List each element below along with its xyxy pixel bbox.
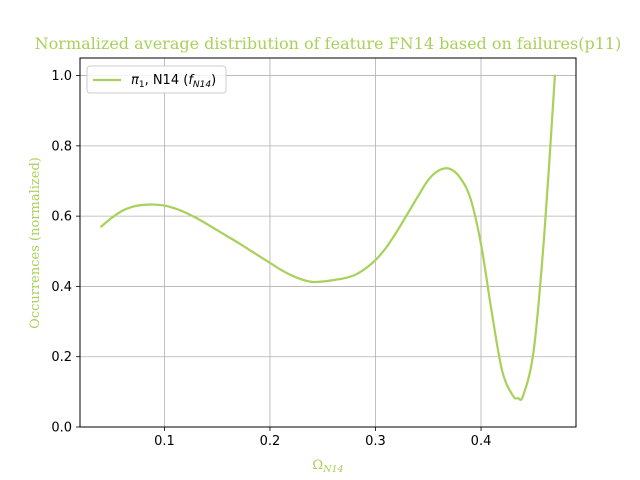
y-tick-label: 0.8 [51,139,72,154]
x-tick-label: 0.3 [365,434,386,449]
legend-label-mid: , N14 ( [145,73,189,88]
axis-ticks: 0.1 0.2 0.3 0.4 0.0 0.2 0.4 0.6 0.8 1.0 [51,69,491,449]
legend-label: π1, N14 (fN14) [131,73,216,90]
legend-label-f-sub: N14 [193,80,211,90]
x-axis-label-sub: N14 [322,464,343,475]
y-tick-label: 1.0 [51,69,72,84]
series-line [100,74,556,401]
x-axis-label: ΩN14 [312,458,343,475]
y-tick-label: 0.4 [51,280,72,295]
legend-label-end: ) [211,73,216,88]
x-tick-label: 0.1 [154,434,175,449]
y-tick-label: 0.6 [51,210,72,225]
x-tick-label: 0.4 [471,434,492,449]
legend-label-pi-sub: 1 [139,80,145,90]
legend-box [86,65,227,94]
y-tick-label: 0.0 [51,421,72,436]
legend: π1, N14 (fN14) [86,65,227,94]
x-axis-label-main: Ω [312,458,323,473]
y-axis-label: Occurrences (normalized) [28,157,43,329]
legend-label-f: f [188,73,195,88]
chart-title: Normalized average distribution of featu… [35,34,622,53]
legend-label-pi: π [131,73,139,88]
x-tick-label: 0.2 [260,434,281,449]
plot-frame [79,57,577,428]
y-tick-label: 0.2 [51,350,72,365]
